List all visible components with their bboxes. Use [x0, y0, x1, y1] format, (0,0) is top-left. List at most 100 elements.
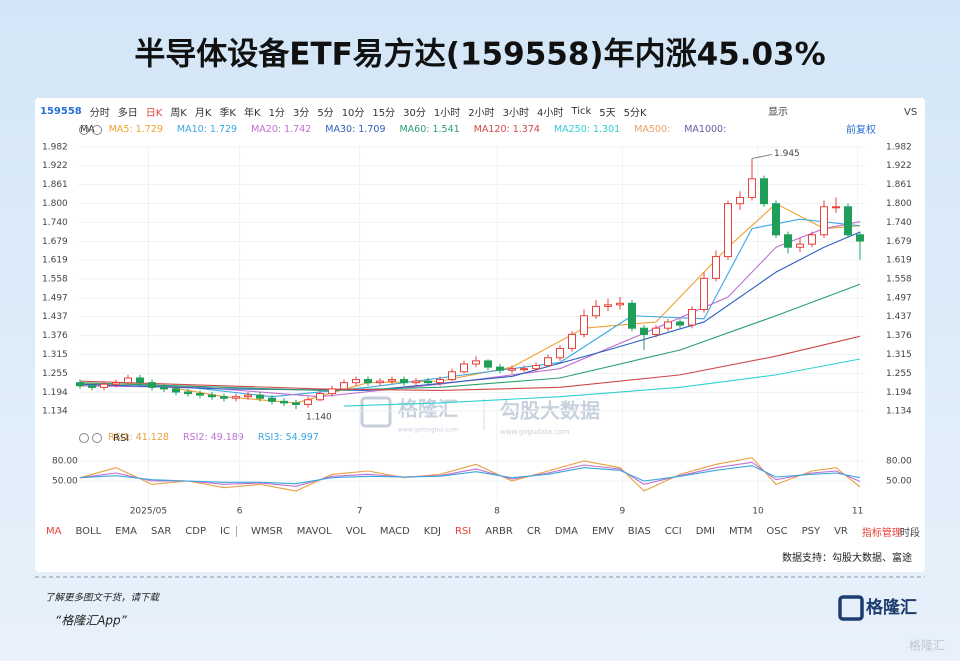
watermark-sub: www.gogudata.com: [500, 428, 569, 436]
candle-body: [508, 368, 516, 371]
period-tab[interactable]: 30分: [403, 108, 426, 119]
candle-body: [172, 388, 180, 393]
period-tab[interactable]: 5分K: [623, 108, 647, 119]
indicator-tab[interactable]: DMA: [554, 526, 578, 537]
ma-legend: MA MA5: 1.729 MA10: 1.729 MA20: 1.742 MA30: …: [80, 124, 726, 135]
indicator-tab[interactable]: EMA: [115, 526, 137, 537]
candle-body: [364, 379, 372, 384]
indicator-tab[interactable]: PSY: [801, 526, 821, 537]
period-tab[interactable]: 日K: [145, 108, 163, 119]
y-tick-label: 1.800: [42, 199, 68, 209]
indicator-tab[interactable]: IC: [220, 526, 237, 537]
period-tab[interactable]: 10分: [341, 108, 365, 119]
period-tab[interactable]: 周K: [170, 108, 187, 119]
legend-entry[interactable]: MA500:: [634, 124, 671, 135]
indicator-tab[interactable]: RSI: [455, 526, 472, 537]
tabs-right: 时段: [900, 526, 920, 539]
period-tab[interactable]: 年K: [244, 108, 261, 119]
indicator-tab[interactable]: DMI: [695, 526, 715, 537]
indicator-tab[interactable]: MA: [46, 526, 62, 537]
candle-body: [220, 396, 228, 399]
period-tab[interactable]: 5分: [317, 108, 334, 119]
candle-body: [580, 315, 588, 335]
x-tick-label: 6: [237, 507, 243, 517]
indicator-tab[interactable]: KDJ: [423, 526, 442, 537]
candle-body: [436, 379, 444, 384]
legend-entry[interactable]: MA30: 1.709: [325, 124, 386, 135]
indicator-tab[interactable]: VOL: [345, 526, 366, 537]
indicator-tab[interactable]: CR: [526, 526, 541, 537]
candle-body: [316, 393, 324, 401]
period-tab[interactable]: 多日: [117, 108, 138, 119]
stock-code[interactable]: 159558: [40, 106, 82, 117]
x-tick-label: 7: [357, 507, 363, 517]
period-tab[interactable]: 1分: [268, 108, 285, 119]
period-tab[interactable]: 2小时: [468, 108, 495, 119]
candle-body: [784, 234, 792, 248]
period-tab[interactable]: 4小时: [537, 108, 564, 119]
legend-entry[interactable]: MA20: 1.742: [251, 124, 312, 135]
candle-body: [604, 304, 612, 307]
period-tab[interactable]: 1小时: [433, 108, 461, 119]
y-tick-label-right: 1.982: [886, 143, 912, 153]
candle-body: [640, 327, 648, 335]
indicator-tab[interactable]: MAVOL: [296, 526, 332, 537]
candle-body: [796, 243, 804, 248]
legend-entry[interactable]: MA250: 1.301: [553, 124, 621, 135]
candle-body: [196, 393, 204, 396]
x-tick-label: 11: [852, 507, 863, 517]
candle-body: [88, 385, 96, 388]
y-tick-label-right: 1.558: [886, 275, 912, 285]
indicator-tab[interactable]: VR: [834, 526, 848, 537]
period-tab[interactable]: 3小时: [502, 108, 530, 119]
indicator-tab[interactable]: SAR: [150, 526, 172, 537]
candle-body: [328, 388, 336, 395]
candle-body: [460, 363, 468, 373]
indicator-tab[interactable]: WMSR: [250, 526, 283, 537]
indicator-tab[interactable]: MTM: [728, 526, 753, 537]
indicator-tab[interactable]: 指标管理: [861, 528, 902, 539]
indicator-tab[interactable]: CDP: [185, 526, 207, 537]
icon: [92, 433, 102, 443]
candle-body: [628, 302, 636, 329]
legend-entry[interactable]: MA60: 1.541: [399, 124, 460, 135]
source: 数据支持：勾股大数据、富途: [782, 551, 912, 564]
legend-entry[interactable]: MA10: 1.729: [176, 124, 238, 135]
candle-body: [520, 368, 528, 371]
y-tick-label-right: 1.619: [886, 256, 912, 266]
legend-entry[interactable]: MA5: 1.729: [108, 124, 163, 135]
rsi-legend-entry[interactable]: RSI1: 41.128: [108, 432, 169, 443]
candle-body: [748, 178, 756, 198]
candle-body: [832, 206, 840, 209]
candle-body: [136, 377, 144, 384]
period-tab[interactable]: 15分: [372, 108, 396, 119]
rsi-legend-entry[interactable]: RSI2: 49.189: [182, 432, 244, 443]
footer-app: “格隆汇App”: [55, 614, 128, 628]
toolbar-right: 显示: [768, 106, 788, 118]
candle-body: [760, 178, 768, 205]
indicator-tab[interactable]: BIAS: [627, 526, 651, 537]
period-tab[interactable]: 5天: [599, 108, 616, 119]
candle-body: [820, 206, 828, 236]
legend-entry[interactable]: MA120: 1.374: [473, 124, 540, 135]
indicator-tab[interactable]: EMV: [591, 526, 614, 537]
period-tab[interactable]: 分时: [89, 108, 110, 119]
period-tab[interactable]: 3分: [292, 108, 310, 119]
legend-entry[interactable]: MA1000:: [684, 124, 727, 135]
indicator-tab[interactable]: CCI: [664, 526, 682, 537]
legend-title[interactable]: MA: [80, 124, 95, 135]
period-tab[interactable]: 季K: [219, 108, 236, 119]
indicator-tab[interactable]: ARBR: [485, 526, 513, 537]
candle-body: [352, 379, 360, 384]
candle-body: [280, 400, 288, 404]
indicator-tab[interactable]: BOLL: [75, 526, 102, 537]
period-tab[interactable]: 月K: [194, 108, 212, 119]
indicator-tab[interactable]: MACD: [379, 526, 410, 537]
rsi-legend-entry[interactable]: RSI3: 54.997: [257, 432, 319, 443]
y-tick-label: 1.679: [42, 237, 68, 247]
indicator-tab[interactable]: OSC: [766, 526, 788, 537]
logo: 格隆汇: [866, 597, 917, 618]
candle-body: [232, 396, 240, 399]
period-tab[interactable]: Tick: [571, 106, 592, 117]
candle-body: [664, 321, 672, 329]
